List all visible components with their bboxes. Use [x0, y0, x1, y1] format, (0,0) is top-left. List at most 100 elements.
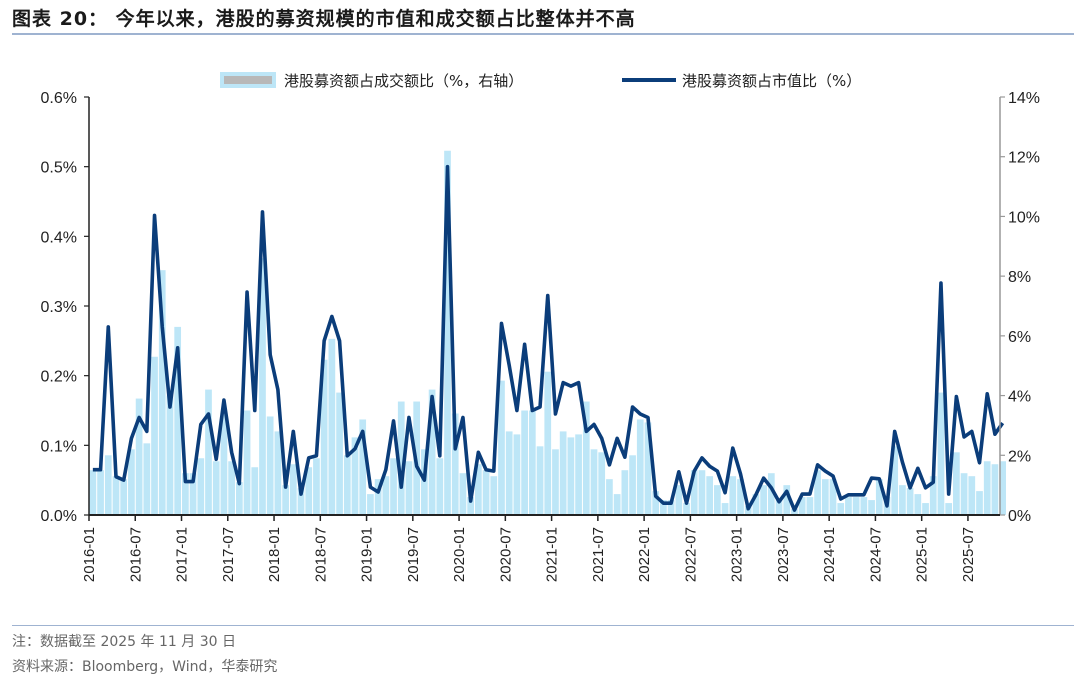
bar	[343, 455, 351, 515]
bar	[937, 392, 945, 515]
bar	[636, 419, 644, 515]
x-axis-tick-label: 2021-01	[544, 527, 561, 582]
bar	[421, 449, 428, 515]
bar	[590, 449, 598, 515]
left-y-axis: 0.0% 0.1% 0.2% 0.3% 0.4% 0.5% 0.6%	[41, 90, 90, 525]
right-axis-tick-label: 8%	[1008, 269, 1031, 286]
bar	[644, 422, 652, 515]
bar	[837, 503, 845, 515]
bar	[929, 476, 937, 515]
bar	[498, 380, 505, 515]
bar	[868, 500, 875, 515]
x-axis-tick-label: 2021-07	[590, 527, 607, 582]
bar	[220, 413, 228, 515]
bar	[737, 479, 744, 515]
x-axis-tick-label: 2023-01	[729, 527, 746, 582]
bar	[367, 494, 374, 515]
bar	[675, 485, 683, 515]
bar	[899, 485, 906, 515]
footer-divider	[12, 625, 1074, 626]
bar	[606, 479, 613, 515]
bar	[968, 476, 976, 515]
bar	[289, 464, 297, 515]
x-axis-tick-label: 2020-07	[497, 527, 514, 582]
bar	[875, 479, 883, 515]
bar	[505, 431, 513, 515]
line-series-market-cap-ratio	[92, 164, 1005, 512]
x-axis-tick-label: 2024-07	[867, 527, 884, 582]
x-axis-tick-label: 2017-07	[220, 527, 237, 582]
bar	[791, 509, 798, 515]
x-axis-tick-label: 2019-01	[359, 527, 376, 582]
bar	[205, 389, 212, 515]
bar	[282, 485, 289, 515]
bar	[405, 461, 413, 515]
bar	[143, 443, 151, 515]
left-axis-tick-label: 0.1%	[41, 438, 77, 455]
bar	[767, 473, 775, 515]
bar	[613, 494, 621, 515]
bar	[667, 500, 675, 515]
bar	[467, 497, 474, 515]
bar	[274, 431, 282, 515]
bar	[251, 467, 259, 515]
bar	[397, 401, 405, 515]
bar	[428, 389, 436, 515]
bar	[266, 416, 274, 515]
x-axis-tick-label: 2020-01	[451, 527, 468, 582]
right-axis-tick-label: 10%	[1008, 209, 1040, 226]
bar	[660, 500, 667, 515]
bar	[906, 488, 914, 515]
bar	[359, 419, 367, 515]
x-axis-tick-label: 2018-07	[312, 527, 329, 582]
bar	[521, 410, 528, 515]
bar	[960, 473, 968, 515]
bar	[382, 476, 390, 515]
bar	[683, 503, 690, 515]
right-axis-tick-label: 12%	[1008, 150, 1040, 167]
bar	[760, 485, 767, 515]
x-axis-tick-label: 2016-07	[127, 527, 144, 582]
bar	[845, 497, 852, 515]
bar	[559, 431, 567, 515]
bar	[336, 392, 343, 515]
right-axis-tick-label: 4%	[1008, 389, 1031, 406]
x-axis-tick-label: 2017-01	[174, 527, 191, 582]
x-axis: 2016-01 2016-07 2017-01 2017-07 2018-01 2018-…	[81, 514, 1000, 582]
bar	[513, 434, 521, 515]
bar	[151, 356, 158, 515]
bar	[690, 470, 698, 515]
bar	[166, 395, 174, 515]
legend-item-line: 港股募资额占市值比（%）	[622, 72, 861, 90]
legend-line-label: 港股募资额占市值比（%）	[682, 72, 861, 90]
right-axis-tick-label: 0%	[1008, 508, 1031, 525]
bar	[860, 497, 868, 515]
chart-legend: 港股募资额占成交额比（%，右轴） 港股募资额占市值比（%）	[220, 72, 861, 90]
bar	[158, 270, 166, 515]
x-axis-tick-label: 2019-07	[405, 527, 422, 582]
bar	[821, 479, 829, 515]
title-divider	[12, 33, 1074, 35]
bar	[482, 470, 490, 515]
bar	[97, 470, 104, 515]
combo-chart: 港股募资额占成交额比（%，右轴） 港股募资额占市值比（%） 0.0% 0.1% 0.…	[41, 72, 1040, 582]
bar	[575, 434, 582, 515]
right-axis-tick-label: 6%	[1008, 329, 1031, 346]
bar	[89, 470, 97, 515]
bar	[212, 461, 220, 515]
bar	[783, 485, 791, 515]
left-axis-tick-label: 0.4%	[41, 229, 77, 246]
bar	[852, 497, 860, 515]
bar	[652, 491, 660, 515]
bar	[598, 452, 606, 515]
right-axis-tick-label: 14%	[1008, 90, 1040, 107]
bar	[459, 473, 467, 515]
legend-bar-swatch-inner	[224, 76, 272, 84]
bar	[490, 476, 498, 515]
bar	[698, 470, 706, 515]
x-axis-tick-label: 2016-01	[81, 527, 98, 582]
bar	[991, 464, 999, 515]
left-axis-tick-label: 0.0%	[41, 508, 77, 525]
bar	[829, 479, 837, 515]
bar	[953, 452, 960, 515]
